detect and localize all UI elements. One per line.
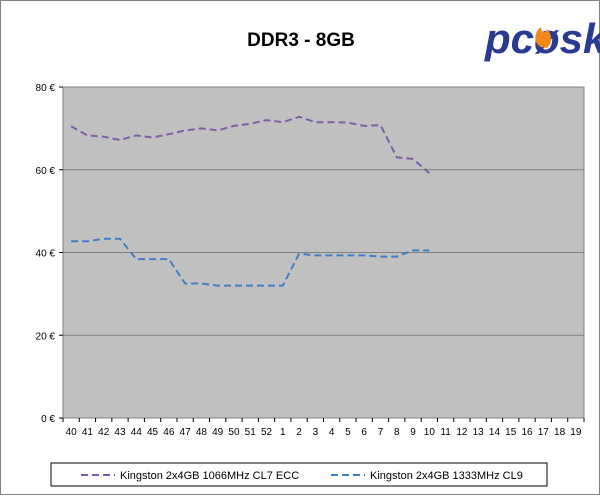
x-tick-label: 44 xyxy=(131,427,143,438)
x-tick-label: 9 xyxy=(410,427,416,438)
x-tick-label: 18 xyxy=(554,427,566,438)
legend-items: Kingston 2x4GB 1066MHz CL7 ECC Kingston 2… xyxy=(81,470,523,482)
y-tick-label: 20 € xyxy=(36,331,56,342)
y-tick-label: 40 € xyxy=(36,249,56,260)
x-tick-label: 5 xyxy=(345,427,351,438)
flame-icon xyxy=(535,27,552,48)
x-tick-label: 6 xyxy=(361,427,367,438)
x-tick-label: 50 xyxy=(228,427,240,438)
x-tick-label: 10 xyxy=(424,427,436,438)
x-tick-label: 47 xyxy=(180,427,192,438)
legend xyxy=(50,462,548,487)
y-tick-label: 60 € xyxy=(36,166,56,177)
x-tick-label: 40 xyxy=(66,427,78,438)
series-line-2 xyxy=(71,237,430,287)
logo: pcøsk xyxy=(484,15,600,62)
x-tick-label: 46 xyxy=(163,427,175,438)
x-tick-label: 12 xyxy=(456,427,468,438)
legend-label: Kingston 2x4GB 1333MHz CL9 xyxy=(370,470,523,482)
x-tick-label: 17 xyxy=(538,427,550,438)
x-tick-label: 14 xyxy=(489,427,501,438)
x-tick-label: 19 xyxy=(570,427,582,438)
gridlines xyxy=(63,169,584,336)
x-tick-label: 4 xyxy=(329,427,335,438)
legend-label: Kingston 2x4GB 1066MHz CL7 ECC xyxy=(120,470,299,482)
series-layer xyxy=(70,115,430,287)
x-tick-label: 7 xyxy=(378,427,384,438)
x-tick-label: 15 xyxy=(505,427,517,438)
x-tick-label: 13 xyxy=(473,427,485,438)
x-tick-label: 45 xyxy=(147,427,159,438)
x-tick-label: 8 xyxy=(394,427,400,438)
x-tick-label: 48 xyxy=(196,427,208,438)
x-tick-label: 2 xyxy=(296,427,302,438)
x-tick-label: 1 xyxy=(280,427,286,438)
x-tick-label: 43 xyxy=(114,427,126,438)
x-axis: 40 41 42 43 44 45 46 47 48 49 50 51 52 1 2 3 4 5 6 7 8 9 10 11 1… xyxy=(62,418,585,438)
x-tick-label: 52 xyxy=(261,427,273,438)
x-tick-label: 3 xyxy=(313,427,319,438)
chart-title: DDR3 - 8GB xyxy=(247,30,355,51)
x-tick-label: 41 xyxy=(82,427,94,438)
y-tick-label: 80 € xyxy=(36,83,56,94)
x-tick-label: 49 xyxy=(212,427,224,438)
x-tick-label: 11 xyxy=(440,427,451,438)
x-tick-label: 51 xyxy=(245,427,257,438)
y-axis: 0 € 20 € 40 € 60 € 80 € xyxy=(36,83,63,425)
y-tick-label: 0 € xyxy=(41,414,55,425)
x-tick-label: 16 xyxy=(521,427,533,438)
x-tick-label: 42 xyxy=(98,427,110,438)
